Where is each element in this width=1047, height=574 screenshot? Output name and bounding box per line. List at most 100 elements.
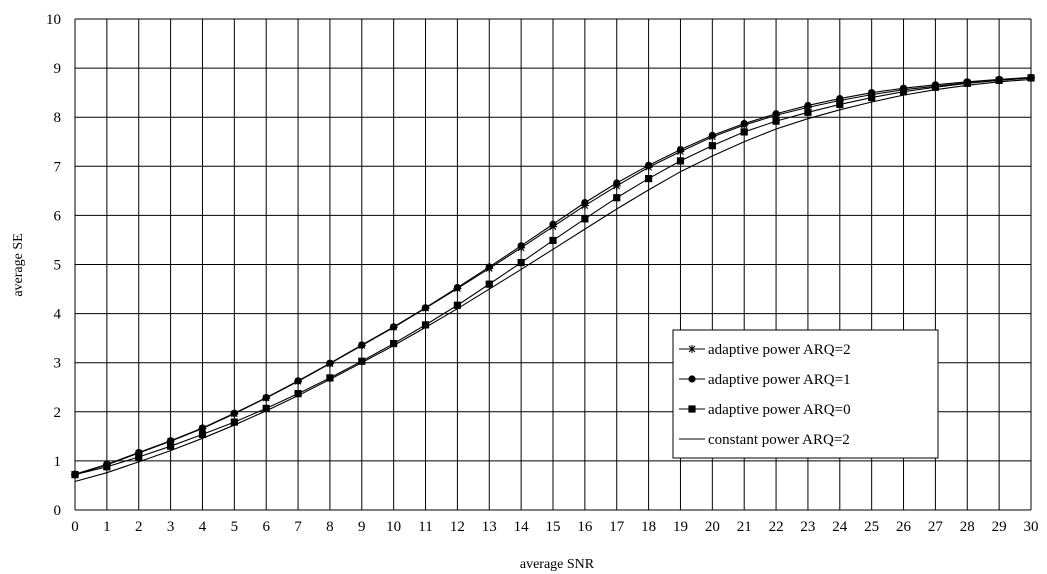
data-point	[549, 220, 557, 228]
x-tick-label: 12	[450, 519, 465, 535]
data-point	[1027, 74, 1035, 82]
data-point	[135, 453, 143, 461]
data-point	[103, 463, 111, 471]
data-point	[899, 88, 908, 96]
data-point	[453, 301, 461, 309]
legend: adaptive power ARQ=2 adaptive power ARQ=1…	[672, 329, 939, 459]
x-tick-label: 25	[864, 519, 879, 535]
x-axis-title: average SNR	[520, 557, 595, 572]
data-point	[485, 280, 493, 288]
legend-item: constant power ARQ=2	[679, 432, 850, 448]
x-tick-label: 11	[418, 519, 432, 535]
x-tick-label: 20	[705, 519, 720, 535]
y-axis-title: average SE	[11, 233, 26, 296]
data-point	[995, 76, 1003, 84]
legend-item: adaptive power ARQ=0	[679, 402, 851, 418]
legend-marker	[688, 345, 696, 353]
data-point	[517, 242, 525, 250]
y-tick-label: 1	[54, 454, 62, 470]
legend-label: adaptive power ARQ=1	[708, 372, 851, 388]
data-point	[326, 374, 334, 382]
data-point	[772, 117, 780, 125]
x-tick-label: 28	[960, 519, 975, 535]
data-point	[485, 263, 493, 271]
data-point	[294, 377, 302, 385]
x-tick-label: 15	[546, 519, 561, 535]
tick-labels: 0 1 2 3 4 5 6 7 8 9 10 11 12 13 14 15 16 17 18 19 20 21 22 23 24…	[46, 12, 1039, 535]
y-tick-label: 5	[54, 258, 62, 274]
data-point	[931, 83, 939, 91]
data-point	[581, 199, 589, 207]
x-tick-label: 6	[262, 519, 270, 535]
legend-marker	[688, 405, 696, 413]
legend-item: adaptive power ARQ=1	[679, 372, 851, 388]
y-tick-label: 0	[54, 503, 62, 519]
x-tick-label: 13	[482, 519, 497, 535]
x-tick-label: 19	[673, 519, 688, 535]
data-point	[645, 174, 653, 183]
x-tick-label: 26	[896, 519, 912, 535]
data-point	[421, 321, 430, 329]
data-point	[262, 404, 270, 412]
data-point	[708, 131, 716, 139]
legend-label: adaptive power ARQ=2	[708, 342, 851, 358]
data-point	[230, 409, 238, 417]
data-point	[421, 304, 430, 312]
x-tick-label: 8	[326, 519, 334, 535]
x-tick-label: 21	[737, 519, 752, 535]
x-tick-label: 29	[992, 519, 1007, 535]
legend-item: adaptive power ARQ=2	[679, 342, 851, 358]
data-point	[676, 157, 685, 165]
data-point	[167, 442, 175, 450]
data-point	[198, 430, 207, 438]
data-point	[676, 146, 685, 154]
data-point	[230, 418, 238, 426]
x-tick-label: 7	[294, 519, 302, 535]
x-tick-label: 16	[577, 519, 593, 535]
data-point	[836, 100, 844, 109]
data-point	[294, 390, 302, 398]
series-3	[71, 74, 1035, 479]
y-tick-label: 8	[54, 110, 62, 126]
data-point	[262, 393, 270, 402]
x-tick-label: 30	[1024, 519, 1039, 535]
x-tick-label: 17	[609, 519, 625, 535]
x-tick-label: 22	[769, 519, 784, 535]
data-point	[740, 119, 748, 128]
data-point	[453, 283, 461, 292]
y-tick-label: 7	[54, 159, 62, 175]
x-tick-label: 2	[135, 519, 143, 535]
x-tick-label: 18	[641, 519, 656, 535]
series-group	[71, 73, 1035, 483]
x-tick-label: 10	[386, 519, 401, 535]
data-point	[613, 179, 621, 187]
y-tick-label: 4	[54, 307, 62, 323]
legend-label: constant power ARQ=2	[708, 432, 850, 448]
data-point	[963, 79, 971, 87]
x-tick-label: 0	[71, 519, 79, 535]
legend-box	[672, 329, 939, 459]
x-tick-label: 5	[231, 519, 239, 535]
series-4	[74, 78, 1032, 483]
data-point	[613, 194, 621, 202]
y-tick-label: 9	[54, 61, 62, 77]
x-tick-label: 9	[358, 519, 366, 535]
y-tick-label: 3	[54, 356, 62, 372]
x-tick-label: 1	[103, 519, 111, 535]
data-point	[358, 341, 366, 349]
data-point	[390, 339, 398, 348]
data-point	[836, 94, 844, 103]
data-point	[167, 437, 175, 445]
data-point	[740, 128, 748, 136]
data-point	[390, 323, 398, 331]
x-tick-label: 14	[514, 519, 530, 535]
legend-label: adaptive power ARQ=0	[708, 402, 851, 418]
x-tick-label: 27	[928, 519, 944, 535]
data-point	[549, 236, 557, 245]
y-tick-label: 2	[54, 405, 62, 421]
x-tick-label: 3	[167, 519, 175, 535]
x-tick-label: 24	[832, 519, 848, 535]
data-point	[358, 357, 366, 365]
data-point	[517, 258, 525, 267]
